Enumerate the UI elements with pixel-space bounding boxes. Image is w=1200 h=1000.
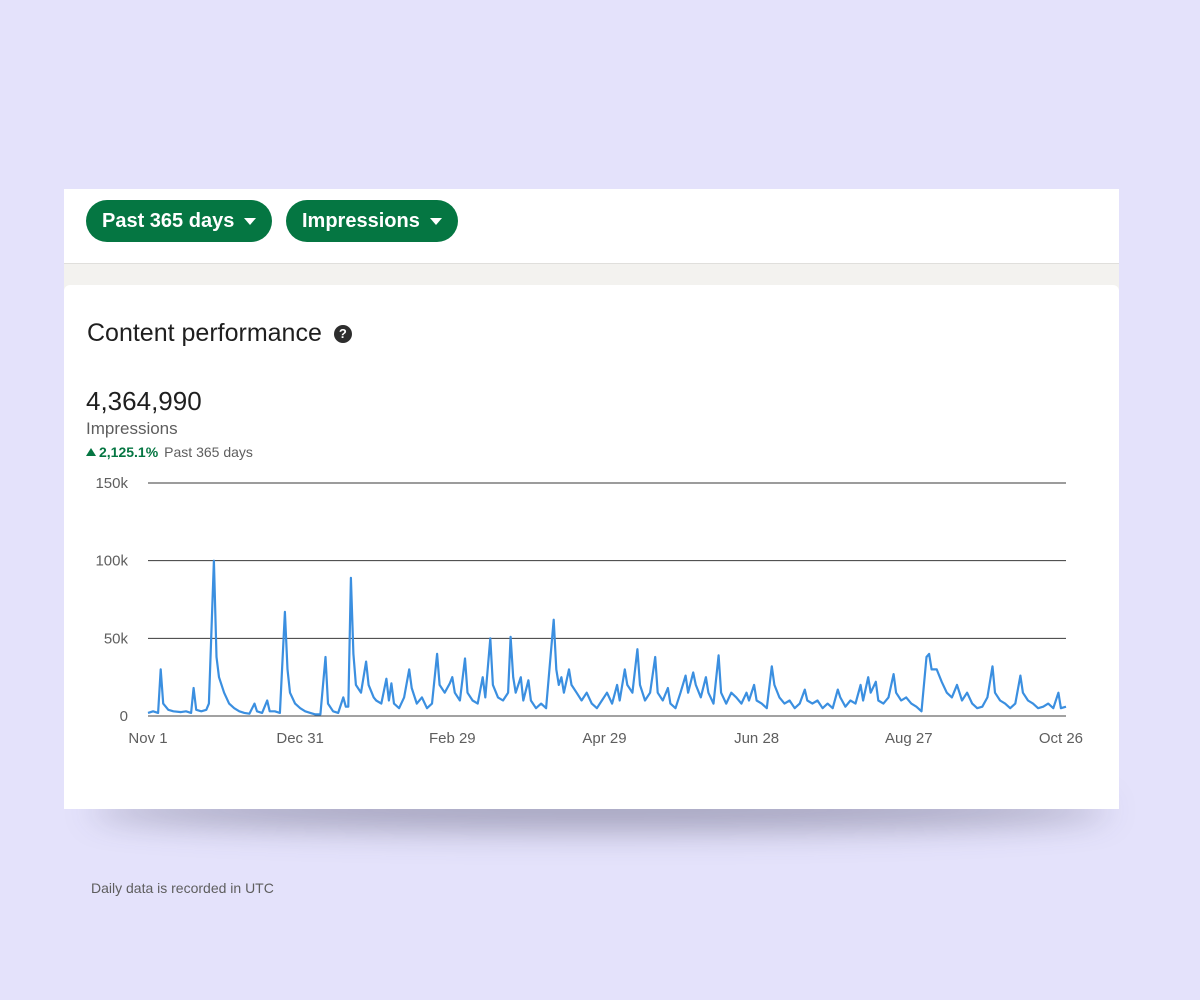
x-tick-label: Jun 28 <box>734 730 779 747</box>
total-impressions-label: Impressions <box>86 419 178 438</box>
y-tick-label: 50k <box>104 630 129 647</box>
y-tick-label: 0 <box>120 708 128 725</box>
metric-label: Impressions <box>302 209 420 232</box>
arrow-up-icon <box>86 448 96 456</box>
panel-title: Content performance <box>87 319 322 347</box>
y-tick-label: 150k <box>95 475 128 492</box>
change-value: 2,125.1% <box>99 444 159 460</box>
caret-down-icon <box>244 217 257 225</box>
x-tick-label: Aug 27 <box>885 730 933 747</box>
change-period: Past 365 days <box>164 444 253 460</box>
x-tick-label: Oct 26 <box>1039 730 1083 747</box>
metric-dropdown[interactable]: Impressions <box>286 200 458 242</box>
y-tick-label: 100k <box>95 553 128 570</box>
title-row: Content performance ? <box>87 319 352 348</box>
x-tick-label: Feb 29 <box>429 730 476 747</box>
x-tick-label: Nov 1 <box>128 730 167 747</box>
caret-down-icon <box>429 217 442 225</box>
date-range-dropdown[interactable]: Past 365 days <box>86 200 273 242</box>
filter-bar: Past 365 days Impressions <box>64 189 1119 264</box>
footnote: Daily data is recorded in UTC <box>91 880 274 896</box>
question-circle-icon[interactable]: ? <box>333 324 352 343</box>
impressions-series-line <box>147 559 1067 716</box>
total-impressions-value: 4,364,990 <box>86 386 202 416</box>
x-tick-label: Apr 29 <box>582 730 626 747</box>
date-range-label: Past 365 days <box>102 209 235 232</box>
change-row: 2,125.1% Past 365 days <box>86 444 253 460</box>
analytics-card: Past 365 days Impressions Content perfor… <box>64 189 1119 896</box>
content-performance-panel: Content performance ? 4,364,990 Impressi… <box>64 285 1119 896</box>
x-tick-label: Dec 31 <box>276 730 324 747</box>
impressions-line-chart: 0 50k 100k 150k Nov 1 Dec 31 Feb 29 Apr 29 Jun 2… <box>95 475 1083 747</box>
